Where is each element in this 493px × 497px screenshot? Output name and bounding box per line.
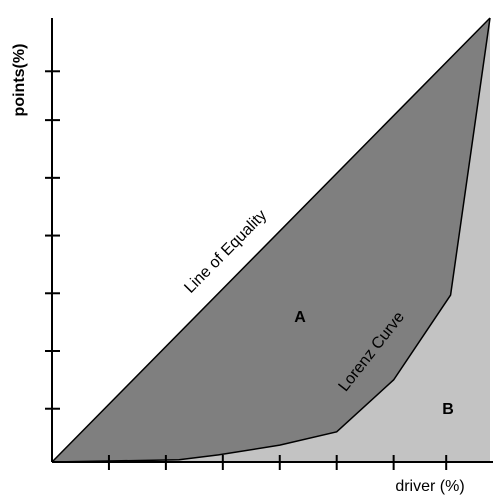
region-label: A — [294, 309, 306, 326]
region-label: B — [442, 401, 454, 418]
series-line — [51, 17, 491, 463]
y-axis-label: points(%) — [11, 44, 28, 117]
x-axis-label: driver (%) — [395, 478, 464, 495]
series-line — [51, 17, 491, 463]
area-b — [52, 18, 490, 462]
